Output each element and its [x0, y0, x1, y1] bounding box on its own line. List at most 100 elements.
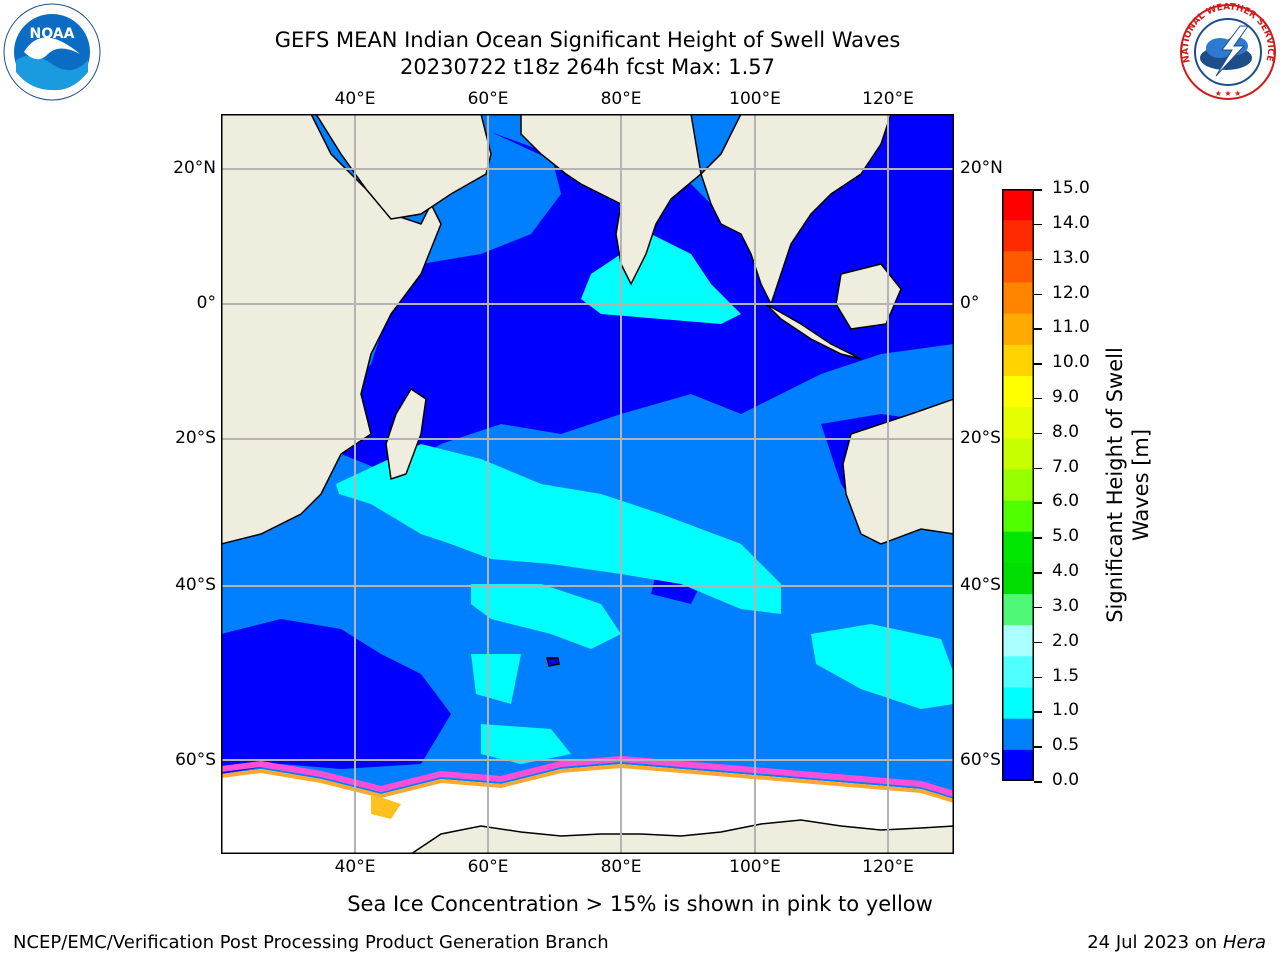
colorbar-tick-mark	[1034, 502, 1042, 504]
colorbar-tick-mark	[1034, 293, 1042, 295]
map-title: GEFS MEAN Indian Ocean Significant Heigh…	[274, 28, 901, 52]
lat-label-right-20n: 20°N	[960, 158, 1003, 178]
map-subtitle: 20230722 t18z 264h fcst Max: 1.57	[400, 55, 775, 79]
colorbar-tick-mark	[1034, 746, 1042, 748]
lat-label-right-40s: 40°S	[960, 575, 1001, 595]
colorbar-title-line2: Waves [m]	[1129, 428, 1153, 542]
colorbar-tick-label: 0.5	[1052, 735, 1080, 756]
colorbar	[1002, 189, 1034, 781]
colorbar-swatch	[1002, 749, 1034, 781]
lon-label-top-100e: 100°E	[729, 89, 781, 109]
lon-label-top-80e: 80°E	[600, 89, 642, 109]
colorbar-swatch	[1002, 562, 1034, 595]
colorbar-swatch	[1002, 500, 1034, 533]
lon-label-bottom-60e: 60°E	[467, 857, 509, 877]
colorbar-swatch	[1002, 718, 1034, 751]
colorbar-tick-label: 15.0	[1052, 178, 1090, 198]
nws-logo: NATIONAL WEATHER SERVICE ★ ★ ★	[1180, 2, 1276, 100]
colorbar-tick-label: 11.0	[1052, 317, 1090, 338]
lon-label-bottom-80e: 80°E	[600, 857, 642, 877]
lon-label-top-120e: 120°E	[862, 89, 914, 109]
lat-label-left-0: 0°	[196, 293, 216, 313]
colorbar-tick-mark	[1034, 641, 1042, 644]
colorbar-tick-label: 10.0	[1052, 352, 1090, 373]
colorbar-tick-mark	[1034, 258, 1042, 261]
colorbar-tick-label: 0.0	[1052, 770, 1080, 790]
map-panel	[221, 114, 954, 854]
lon-label-bottom-40e: 40°E	[334, 857, 376, 877]
lon-label-bottom-100e: 100°E	[729, 857, 781, 877]
colorbar-title-line1: Significant Height of Swell	[1103, 347, 1127, 623]
colorbar-tick-label: 9.0	[1052, 386, 1080, 407]
colorbar-swatch	[1002, 344, 1034, 377]
lon-label-top-60e: 60°E	[467, 89, 509, 109]
colorbar-swatch	[1002, 313, 1034, 346]
lat-label-left-60s: 60°S	[175, 750, 216, 770]
colorbar-tick-label: 3.0	[1052, 595, 1080, 616]
map-frame	[221, 114, 954, 854]
colorbar-tick-label: 2.0	[1052, 630, 1080, 651]
colorbar-swatch	[1002, 594, 1034, 626]
antarctica	[409, 819, 954, 854]
sea-ice-note: Sea Ice Concentration > 15% is shown in …	[347, 892, 933, 916]
colorbar-tick-label: 1.5	[1052, 665, 1080, 686]
colorbar-tick-mark	[1034, 781, 1042, 783]
colorbar-swatch	[1002, 407, 1034, 439]
colorbar-swatch	[1002, 375, 1034, 408]
colorbar-swatch	[1002, 656, 1034, 689]
footer-date: 24 Jul 2023 on	[1087, 932, 1223, 953]
lat-label-right-20s: 20°S	[960, 428, 1001, 448]
lat-label-right-0: 0°	[960, 293, 980, 313]
colorbar-tick-label: 5.0	[1052, 526, 1080, 547]
lat-label-left-40s: 40°S	[175, 575, 216, 595]
colorbar-swatches	[1002, 189, 1034, 781]
colorbar-tick-label: 7.0	[1052, 456, 1080, 477]
colorbar-swatch	[1002, 220, 1034, 252]
colorbar-title: Significant Height of Swell Waves [m]	[1102, 347, 1154, 623]
colorbar-swatch	[1002, 625, 1034, 657]
colorbar-tick-label: 14.0	[1052, 212, 1090, 233]
colorbar-tick-mark	[1034, 676, 1042, 678]
noaa-logo: NOAA	[3, 3, 101, 101]
lon-label-top-40e: 40°E	[334, 89, 376, 109]
ice-patch	[371, 794, 401, 819]
footer-host: Hera	[1222, 932, 1266, 953]
footer-left: NCEP/EMC/Verification Post Processing Pr…	[13, 932, 609, 953]
colorbar-tick-label: 8.0	[1052, 421, 1080, 442]
colorbar-swatch	[1002, 189, 1034, 221]
colorbar-tick-label: 6.0	[1052, 491, 1080, 512]
colorbar-tick-mark	[1034, 328, 1042, 330]
colorbar-tick-mark	[1034, 432, 1042, 435]
land-masses	[221, 114, 954, 545]
colorbar-swatch	[1002, 438, 1034, 470]
colorbar-tick-mark	[1034, 572, 1042, 574]
colorbar-swatch	[1002, 687, 1034, 720]
colorbar-tick-label: 12.0	[1052, 282, 1090, 303]
ice-edge-pink	[221, 755, 954, 797]
colorbar-tick-mark	[1034, 537, 1042, 539]
lon-label-bottom-120e: 120°E	[862, 857, 914, 877]
graticule	[221, 114, 954, 854]
colorbar-tick-mark	[1034, 223, 1042, 226]
colorbar-tick-mark	[1034, 467, 1042, 470]
colorbar-swatch	[1002, 469, 1034, 502]
colorbar-tick-label: 1.0	[1052, 700, 1080, 721]
colorbar-tick-label: 13.0	[1052, 247, 1090, 268]
colorbar-swatch	[1002, 282, 1034, 315]
colorbar-tick-mark	[1034, 363, 1042, 365]
kerguelen-island	[546, 657, 560, 667]
ice-edge-yellow	[221, 763, 954, 803]
lat-label-left-20s: 20°S	[175, 428, 216, 448]
colorbar-tick-mark	[1034, 397, 1042, 400]
colorbar-tick-mark	[1034, 711, 1042, 713]
lat-label-right-60s: 60°S	[960, 750, 1001, 770]
svg-text:★ ★ ★: ★ ★ ★	[1215, 89, 1242, 98]
colorbar-swatch	[1002, 531, 1034, 564]
colorbar-tick-label: 4.0	[1052, 561, 1080, 582]
noaa-logo-text: NOAA	[30, 26, 75, 42]
footer-right: 24 Jul 2023 on Hera	[1087, 932, 1266, 953]
colorbar-tick-mark	[1034, 189, 1042, 191]
colorbar-swatch	[1002, 251, 1034, 283]
lat-label-left-20n: 20°N	[173, 158, 216, 178]
colorbar-tick-mark	[1034, 606, 1042, 609]
